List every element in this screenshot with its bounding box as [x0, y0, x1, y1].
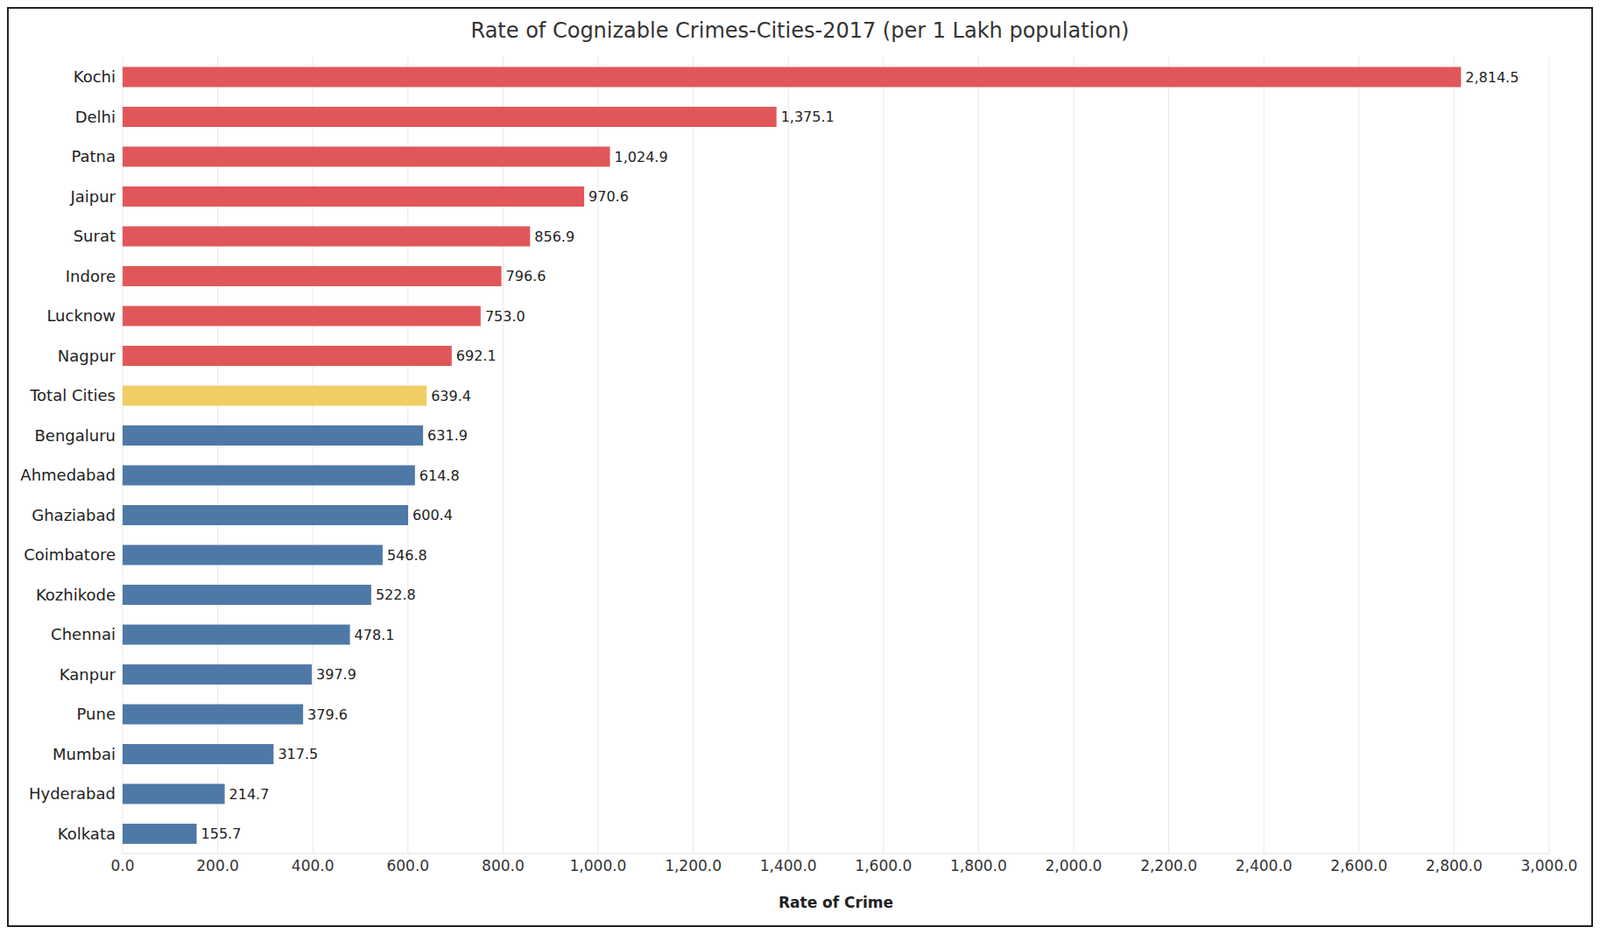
svg-text:3,000.0: 3,000.0 — [1521, 857, 1579, 875]
svg-text:970.6: 970.6 — [588, 188, 629, 205]
svg-text:1,375.1: 1,375.1 — [781, 108, 835, 126]
svg-text:614.8: 614.8 — [419, 467, 460, 485]
svg-text:Jaipur: Jaipur — [69, 187, 116, 206]
svg-text:796.6: 796.6 — [506, 267, 547, 285]
svg-text:1,024.9: 1,024.9 — [614, 148, 669, 166]
svg-text:214.7: 214.7 — [229, 786, 270, 804]
svg-text:600.0: 600.0 — [386, 857, 430, 875]
svg-text:2,200.0: 2,200.0 — [1140, 857, 1198, 875]
svg-text:522.8: 522.8 — [375, 586, 416, 604]
svg-text:Kolkata: Kolkata — [57, 824, 116, 844]
svg-text:200.0: 200.0 — [196, 857, 240, 875]
svg-text:Total Cities: Total Cities — [28, 386, 116, 405]
svg-text:692.1: 692.1 — [456, 347, 497, 365]
svg-text:2,000.0: 2,000.0 — [1045, 857, 1103, 875]
svg-text:Mumbai: Mumbai — [52, 745, 116, 764]
svg-text:Indore: Indore — [65, 267, 116, 286]
svg-text:546.8: 546.8 — [387, 547, 428, 564]
svg-text:317.5: 317.5 — [277, 746, 318, 763]
svg-text:Rate of Crime: Rate of Crime — [778, 894, 894, 912]
svg-text:639.4: 639.4 — [430, 387, 472, 405]
svg-text:1,400.0: 1,400.0 — [760, 857, 818, 875]
svg-text:Kanpur: Kanpur — [59, 665, 117, 684]
svg-text:1,200.0: 1,200.0 — [664, 857, 722, 875]
svg-text:Hyderabad: Hyderabad — [28, 784, 116, 804]
svg-text:Ahmedabad: Ahmedabad — [20, 465, 116, 485]
svg-text:856.9: 856.9 — [534, 228, 575, 246]
svg-text:Kozhikode: Kozhikode — [35, 585, 116, 605]
svg-text:631.9: 631.9 — [427, 427, 468, 445]
svg-text:397.9: 397.9 — [316, 666, 357, 684]
svg-text:0.0: 0.0 — [110, 857, 134, 875]
svg-text:2,400.0: 2,400.0 — [1235, 857, 1293, 875]
svg-text:Pune: Pune — [77, 704, 116, 724]
svg-text:2,814.5: 2,814.5 — [1465, 69, 1519, 86]
svg-text:1,000.0: 1,000.0 — [570, 857, 628, 875]
svg-text:800.0: 800.0 — [481, 857, 525, 875]
svg-text:Chennai: Chennai — [50, 625, 116, 644]
svg-text:600.4: 600.4 — [412, 507, 453, 524]
svg-text:155.7: 155.7 — [201, 825, 242, 843]
svg-text:Coimbatore: Coimbatore — [23, 545, 116, 564]
svg-text:Bengaluru: Bengaluru — [34, 426, 116, 445]
svg-text:Lucknow: Lucknow — [46, 306, 116, 325]
svg-text:1,600.0: 1,600.0 — [854, 857, 912, 875]
svg-text:Surat: Surat — [73, 226, 116, 246]
svg-text:Delhi: Delhi — [75, 107, 116, 127]
svg-text:753.0: 753.0 — [485, 308, 526, 325]
html-text:Rate of Cognizable Crimes-Citi: Rate of Cognizable Crimes-Cities-2017 (p… — [470, 18, 1130, 43]
svg-text:478.1: 478.1 — [354, 627, 395, 644]
svg-text:379.6: 379.6 — [307, 706, 348, 724]
svg-text:2,800.0: 2,800.0 — [1425, 857, 1483, 875]
svg-text:1,800.0: 1,800.0 — [950, 857, 1008, 875]
svg-text:Kochi: Kochi — [73, 67, 116, 86]
svg-text:400.0: 400.0 — [291, 857, 335, 875]
svg-text:Ghaziabad: Ghaziabad — [31, 506, 116, 525]
svg-text:Nagpur: Nagpur — [57, 346, 117, 366]
svg-text:2,600.0: 2,600.0 — [1330, 857, 1388, 875]
svg-text:Patna: Patna — [70, 147, 116, 166]
